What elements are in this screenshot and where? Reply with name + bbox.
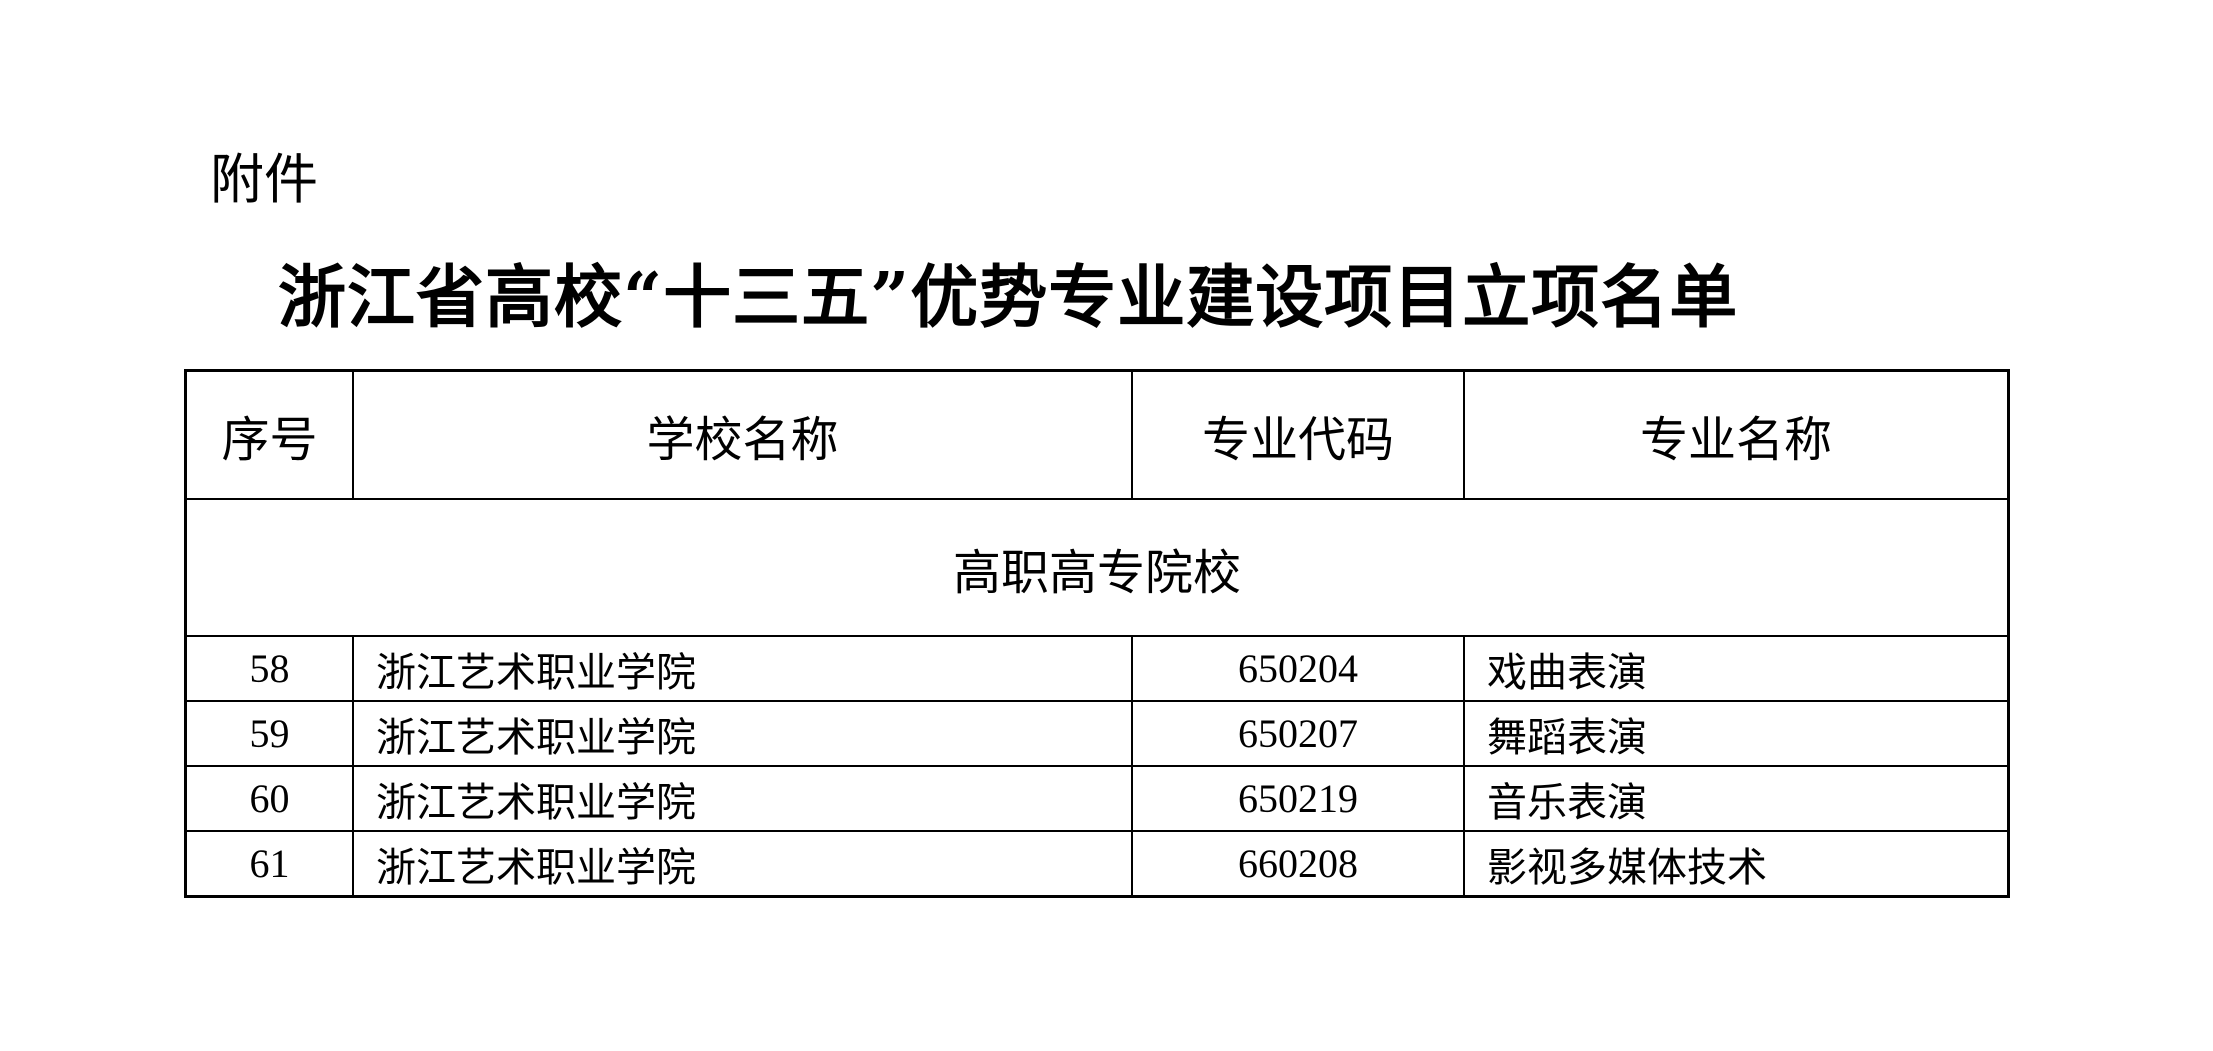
section-row: 高职高专院校 bbox=[184, 498, 2010, 637]
cell-major-name: 舞蹈表演 bbox=[1463, 700, 2010, 767]
table-row: 58 浙江艺术职业学院 650204 戏曲表演 bbox=[184, 635, 2010, 702]
attachment-label: 附件 bbox=[210, 148, 318, 211]
table-row: 59 浙江艺术职业学院 650207 舞蹈表演 bbox=[184, 700, 2010, 767]
document-title: 浙江省高校“十三五”优势专业建设项目立项名单 bbox=[278, 258, 1739, 338]
header-major-code: 专业代码 bbox=[1131, 369, 1465, 500]
cell-major-code: 650204 bbox=[1131, 635, 1465, 702]
cell-index: 59 bbox=[184, 700, 354, 767]
cell-major-code: 660208 bbox=[1131, 830, 1465, 898]
cell-index: 61 bbox=[184, 830, 354, 898]
cell-index: 60 bbox=[184, 765, 354, 832]
cell-school-name: 浙江艺术职业学院 bbox=[352, 700, 1133, 767]
cell-index: 58 bbox=[184, 635, 354, 702]
table-row: 60 浙江艺术职业学院 650219 音乐表演 bbox=[184, 765, 2010, 832]
cell-major-code: 650219 bbox=[1131, 765, 1465, 832]
table-header-row: 序号 学校名称 专业代码 专业名称 bbox=[184, 369, 2010, 500]
header-index: 序号 bbox=[184, 369, 354, 500]
cell-school-name: 浙江艺术职业学院 bbox=[352, 635, 1133, 702]
cell-school-name: 浙江艺术职业学院 bbox=[352, 765, 1133, 832]
section-title: 高职高专院校 bbox=[184, 498, 2010, 637]
cell-major-name: 戏曲表演 bbox=[1463, 635, 2010, 702]
header-major-name: 专业名称 bbox=[1463, 369, 2010, 500]
cell-school-name: 浙江艺术职业学院 bbox=[352, 830, 1133, 898]
header-school-name: 学校名称 bbox=[352, 369, 1133, 500]
project-list-table: 序号 学校名称 专业代码 专业名称 高职高专院校 58 浙江艺术职业学院 650… bbox=[184, 369, 2010, 898]
cell-major-name: 音乐表演 bbox=[1463, 765, 2010, 832]
cell-major-code: 650207 bbox=[1131, 700, 1465, 767]
table-row: 61 浙江艺术职业学院 660208 影视多媒体技术 bbox=[184, 830, 2010, 898]
cell-major-name: 影视多媒体技术 bbox=[1463, 830, 2010, 898]
